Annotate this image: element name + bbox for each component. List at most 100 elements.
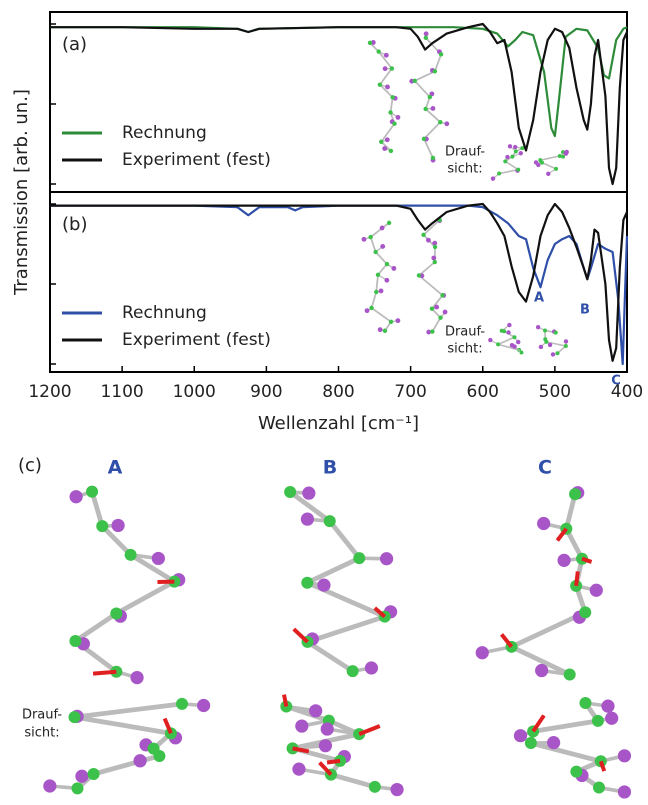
x-tick-label: 1000	[173, 382, 216, 402]
atom-c	[579, 606, 592, 619]
atom-h	[378, 288, 384, 294]
bond	[541, 161, 557, 170]
atom-h	[605, 711, 619, 725]
displacement-arrow	[499, 633, 514, 649]
bond	[74, 714, 172, 736]
bond	[371, 307, 392, 323]
bond	[425, 108, 441, 123]
atom-c	[369, 305, 374, 311]
molecule-illustration	[513, 696, 632, 799]
bond	[306, 614, 386, 645]
atom-h	[300, 512, 315, 526]
atom-c	[388, 319, 394, 325]
atom-h	[617, 749, 632, 763]
bond	[74, 701, 183, 720]
atom-h	[563, 339, 569, 344]
atom-c	[438, 315, 443, 320]
atom-c	[593, 781, 606, 794]
atom-c	[519, 350, 524, 355]
atom-c	[438, 119, 443, 125]
bond	[377, 51, 393, 70]
atom-h	[442, 309, 448, 315]
atom-c	[388, 148, 394, 154]
atom-h	[617, 785, 632, 799]
atom-c	[86, 485, 99, 498]
atom-c	[421, 232, 426, 238]
atom-h	[395, 318, 401, 324]
bond	[434, 54, 442, 72]
bond	[330, 772, 376, 790]
x-tick-label: 1200	[28, 382, 71, 402]
atom-c	[563, 668, 576, 681]
molecule-illustration	[490, 144, 525, 181]
atom-h	[370, 40, 376, 45]
atom-h	[395, 114, 401, 120]
atom-h	[379, 552, 394, 566]
panel-label: (a)	[62, 34, 87, 55]
bond	[422, 219, 441, 236]
atom-h	[538, 344, 544, 350]
bond	[532, 718, 599, 734]
atom-h	[444, 121, 450, 127]
atom-c	[153, 749, 166, 762]
legend-label: Experiment (fest)	[122, 150, 271, 170]
x-tick-label: 600	[467, 382, 499, 402]
atom-c	[421, 136, 427, 142]
bond	[288, 490, 332, 524]
atom-c	[563, 343, 568, 348]
atom-h	[69, 490, 83, 504]
atom-c	[557, 154, 562, 159]
bond	[510, 644, 571, 677]
molecule-illustration	[280, 694, 404, 797]
atom-c	[375, 272, 381, 277]
atom-h	[377, 327, 383, 333]
bond	[375, 251, 388, 265]
atom-c	[377, 82, 383, 87]
molecule-illustration	[488, 322, 524, 355]
atom-h	[516, 339, 521, 345]
bond	[389, 97, 394, 113]
atom-c	[124, 548, 137, 561]
atom-c	[323, 515, 336, 528]
atom-h	[490, 176, 496, 181]
atom-h	[488, 337, 493, 343]
bond	[306, 639, 354, 674]
displacement-arrow	[555, 527, 568, 542]
bond	[129, 552, 176, 584]
top-view-label: sicht:	[447, 342, 482, 357]
atom-c	[384, 261, 390, 267]
bond	[546, 341, 567, 347]
atom-h	[557, 553, 571, 567]
atom-h	[426, 329, 432, 335]
atom-c	[379, 139, 384, 144]
atom-c	[423, 106, 428, 112]
atom-h	[423, 31, 429, 37]
molecule-illustration	[367, 40, 401, 154]
atom-h	[390, 782, 404, 797]
atom-h	[133, 754, 147, 768]
atom-h	[318, 739, 333, 753]
atom-c	[554, 166, 559, 171]
bond	[431, 317, 442, 333]
molecule-illustration	[533, 149, 569, 177]
atom-h	[512, 344, 517, 349]
displacement-arrow	[162, 717, 173, 735]
atom-h	[384, 137, 390, 143]
atom-c	[524, 737, 537, 750]
atom-c	[416, 273, 422, 278]
atom-c	[569, 488, 582, 501]
atom-c	[390, 95, 395, 100]
bond	[414, 70, 436, 82]
top-view-label: Drauf-	[445, 145, 485, 160]
atom-c	[503, 159, 508, 164]
atom-c	[561, 154, 566, 159]
molecule-illustration	[284, 486, 398, 678]
atom-h	[384, 277, 390, 283]
atom-c	[432, 69, 438, 74]
atom-h	[382, 146, 388, 151]
bond	[100, 524, 133, 557]
x-axis-label: Wellenzahl [cm⁻¹]	[258, 413, 419, 434]
top-view-label: Drauf-	[22, 708, 62, 723]
displacement-arrow	[358, 724, 381, 736]
bond	[115, 579, 176, 616]
